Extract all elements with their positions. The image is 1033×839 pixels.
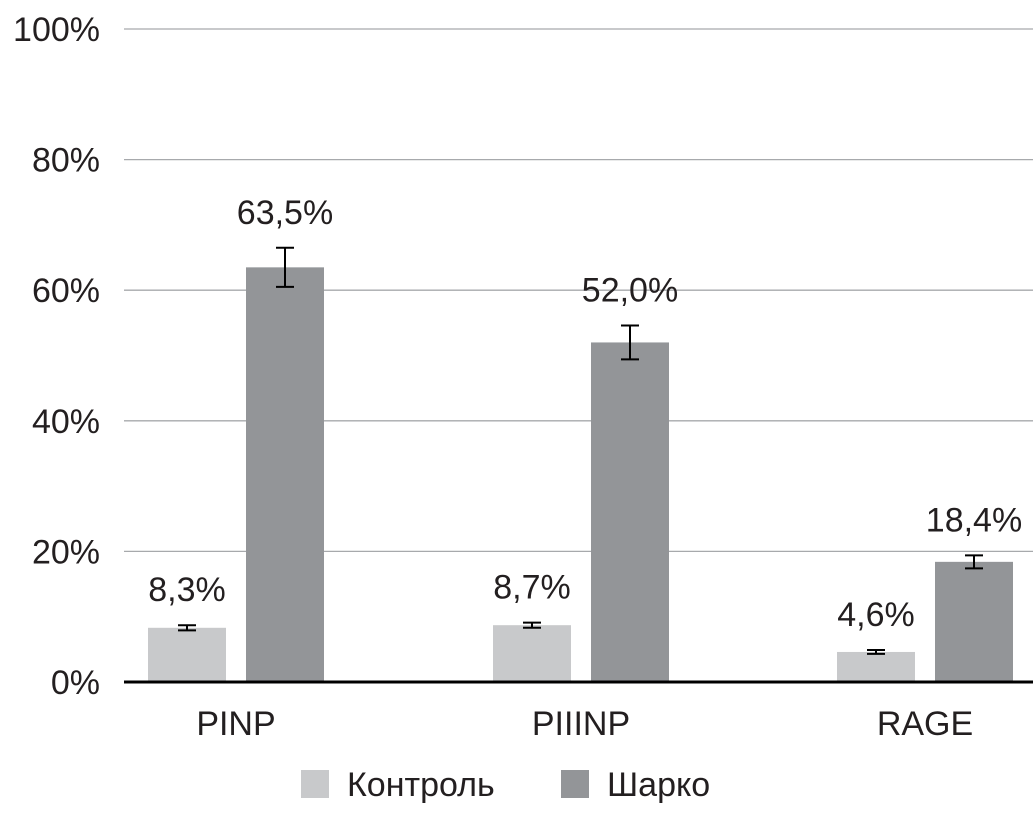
legend-swatch xyxy=(561,770,589,798)
x-category-label: RAGE xyxy=(877,705,973,743)
bar xyxy=(935,561,1013,682)
legend-label: Контроль xyxy=(347,766,495,804)
y-tick-label: 20% xyxy=(32,533,100,571)
bar xyxy=(246,267,324,682)
y-tick-label: 40% xyxy=(32,403,100,441)
bar xyxy=(591,342,669,682)
legend-swatch xyxy=(301,770,329,798)
data-label: 63,5% xyxy=(237,194,333,232)
y-tick-label: 60% xyxy=(32,272,100,310)
y-tick-label: 80% xyxy=(32,142,100,180)
data-label: 18,4% xyxy=(926,501,1022,539)
bar xyxy=(837,651,915,682)
x-axis-category-labels: PINP PIIINP RAGE xyxy=(196,705,973,743)
legend-label: Шарко xyxy=(607,766,710,804)
data-labels: 8,3% 63,5% 8,7% 52,0% 4,6% 18,4% xyxy=(148,194,1022,634)
error-bars xyxy=(178,246,983,655)
legend: Контроль Шарко xyxy=(301,766,710,804)
x-category-label: PINP xyxy=(196,705,275,743)
data-label: 8,3% xyxy=(148,571,226,609)
y-tick-label: 100% xyxy=(13,11,100,49)
bar xyxy=(148,627,226,682)
data-label: 8,7% xyxy=(493,569,571,607)
x-category-label: PIIINP xyxy=(532,705,630,743)
data-label: 4,6% xyxy=(837,596,915,634)
data-label: 52,0% xyxy=(582,271,678,309)
bars xyxy=(148,267,1013,682)
y-axis-tick-labels: 0% 20% 40% 60% 80% 100% xyxy=(13,11,100,702)
y-tick-label: 0% xyxy=(51,664,100,702)
bar xyxy=(493,625,571,682)
